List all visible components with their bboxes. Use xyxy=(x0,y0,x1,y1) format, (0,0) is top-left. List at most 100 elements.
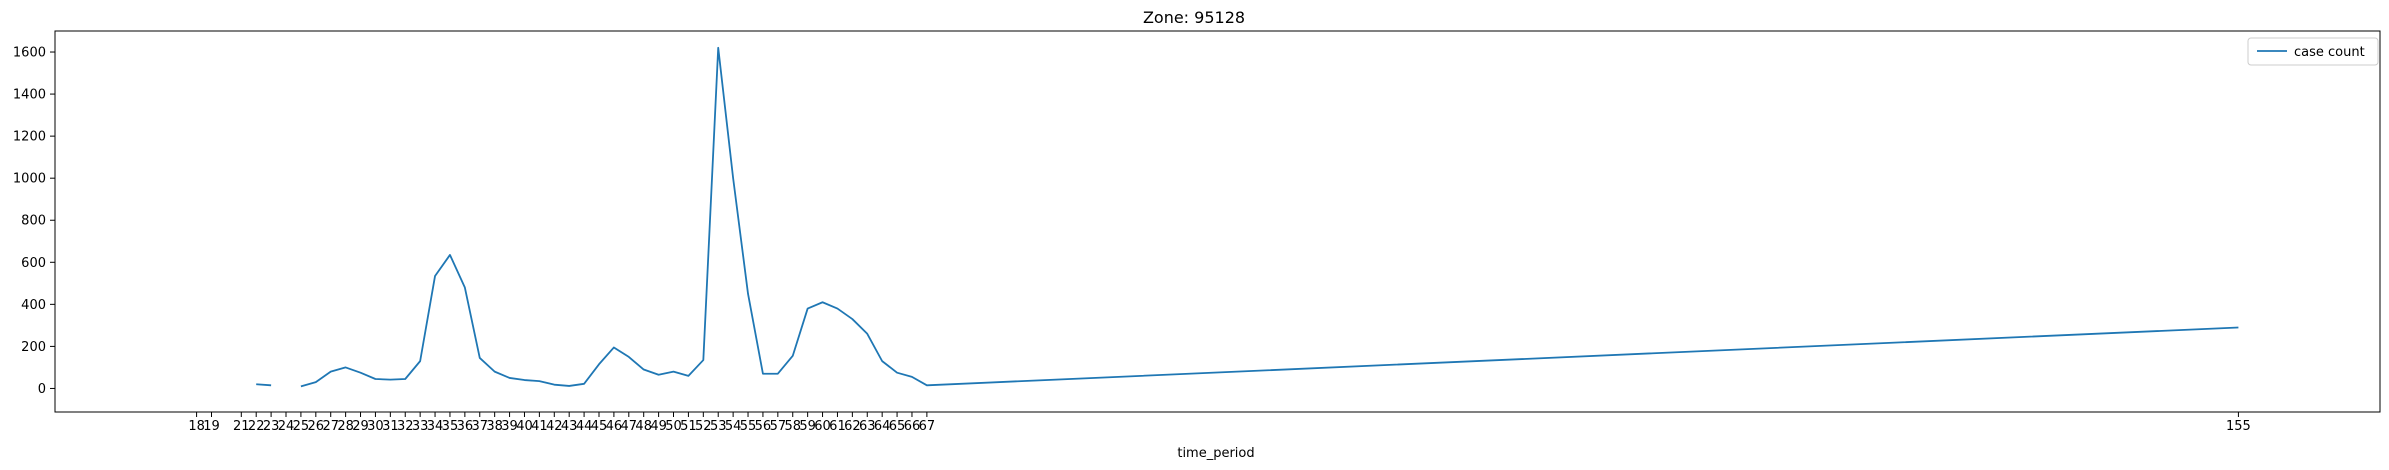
x-tick-label: 19 xyxy=(203,419,220,434)
x-tick-label: 48 xyxy=(635,419,652,434)
data-point xyxy=(896,372,898,374)
y-tick-label: 200 xyxy=(21,340,46,355)
data-point xyxy=(360,372,362,374)
plot-area xyxy=(255,46,2239,388)
x-tick-label: 45 xyxy=(591,419,608,434)
x-tick-label: 56 xyxy=(755,419,772,434)
y-tick-label: 1400 xyxy=(13,88,46,103)
legend: case count xyxy=(2247,37,2379,66)
data-point xyxy=(702,359,704,361)
y-tick-label: 600 xyxy=(21,256,46,271)
x-tick-label: 31 xyxy=(382,419,399,434)
data-point xyxy=(568,385,570,387)
data-point xyxy=(583,383,585,385)
data-point xyxy=(553,384,555,386)
data-point xyxy=(881,360,883,362)
data-point xyxy=(315,381,317,383)
x-tick-label: 61 xyxy=(829,419,846,434)
data-point xyxy=(687,375,689,377)
x-tick-label: 37 xyxy=(471,419,488,434)
x-tick-label: 32 xyxy=(397,419,414,434)
x-tick-label: 58 xyxy=(784,419,801,434)
data-point xyxy=(538,380,540,382)
x-tick-label: 64 xyxy=(874,419,891,434)
x-tick-label: 18 xyxy=(188,419,205,434)
x-tick-label: 50 xyxy=(665,419,682,434)
x-tick-label: 49 xyxy=(650,419,667,434)
plot-frame xyxy=(54,30,2381,413)
x-tick-label: 59 xyxy=(799,419,816,434)
data-point xyxy=(762,373,764,375)
y-tick-label: 800 xyxy=(21,214,46,229)
data-point xyxy=(345,366,347,368)
data-point xyxy=(673,371,675,373)
data-point xyxy=(628,356,630,358)
x-tick-label: 54 xyxy=(725,419,742,434)
x-tick-label: 53 xyxy=(710,419,727,434)
x-tick-label: 34 xyxy=(427,419,444,434)
x-tick-label: 21 xyxy=(233,419,250,434)
data-point xyxy=(479,357,481,359)
x-tick-label: 66 xyxy=(904,419,921,434)
data-point xyxy=(732,177,734,179)
x-tick-label: 46 xyxy=(606,419,623,434)
y-tick-label: 0 xyxy=(38,382,46,397)
data-point xyxy=(389,379,391,381)
x-tick-label: 41 xyxy=(531,419,548,434)
data-point xyxy=(822,301,824,303)
data-point xyxy=(2237,326,2239,328)
x-tick-label: 25 xyxy=(293,419,310,434)
x-tick-label: 43 xyxy=(561,419,578,434)
data-point xyxy=(255,383,257,385)
x-tick-label: 33 xyxy=(412,419,429,434)
data-point xyxy=(419,360,421,362)
x-tick-label: 155 xyxy=(2226,419,2251,434)
x-tick-label: 26 xyxy=(308,419,325,434)
y-tick-label: 1200 xyxy=(13,130,46,145)
x-tick-label: 29 xyxy=(352,419,369,434)
data-point xyxy=(330,371,332,373)
data-point xyxy=(658,374,660,376)
data-point xyxy=(807,308,809,310)
data-point xyxy=(792,355,794,357)
data-point xyxy=(404,378,406,380)
data-point xyxy=(434,275,436,277)
data-point xyxy=(598,363,600,365)
x-tick-label: 36 xyxy=(457,419,474,434)
data-point xyxy=(911,376,913,378)
x-tick-label: 28 xyxy=(337,419,354,434)
y-axis: 0 200 400 600 800 1000 1200 1400 1600 xyxy=(13,46,55,397)
series-line-0 xyxy=(256,46,2239,388)
data-point xyxy=(270,384,272,386)
data-point xyxy=(464,287,466,289)
data-point xyxy=(851,318,853,320)
x-tick-label: 55 xyxy=(740,419,757,434)
x-tick-label: 23 xyxy=(263,419,280,434)
y-tick-label: 400 xyxy=(21,298,46,313)
data-point xyxy=(643,369,645,371)
x-tick-label: 57 xyxy=(770,419,787,434)
x-tick-label: 42 xyxy=(546,419,563,434)
x-tick-label: 51 xyxy=(680,419,697,434)
x-axis-label: time_period xyxy=(1177,446,1254,461)
x-tick-label: 63 xyxy=(859,419,876,434)
x-tick-label: 39 xyxy=(501,419,518,434)
data-point xyxy=(836,308,838,310)
data-point xyxy=(300,385,302,387)
x-tick-label: 65 xyxy=(889,419,906,434)
x-tick-label: 22 xyxy=(248,419,265,434)
x-tick-label: 27 xyxy=(322,419,339,434)
data-point xyxy=(866,333,868,335)
x-tick-label: 60 xyxy=(814,419,831,434)
x-tick-label: 35 xyxy=(442,419,459,434)
y-tick-label: 1600 xyxy=(13,46,46,61)
x-tick-label: 24 xyxy=(278,419,295,434)
data-point xyxy=(449,254,451,256)
chart-title: Zone: 95128 xyxy=(1143,8,1245,27)
data-point xyxy=(494,371,496,373)
data-point xyxy=(374,378,376,380)
x-tick-label: 52 xyxy=(695,419,712,434)
data-point xyxy=(509,377,511,379)
